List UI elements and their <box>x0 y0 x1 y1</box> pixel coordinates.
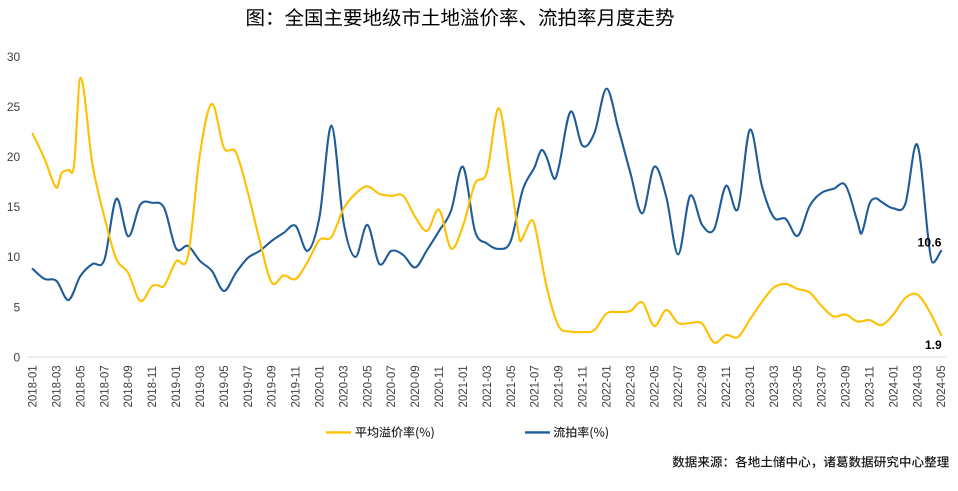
svg-text:2023-05: 2023-05 <box>793 365 805 407</box>
svg-text:20: 20 <box>7 150 21 164</box>
svg-text:2023-01: 2023-01 <box>745 365 757 407</box>
svg-text:2019-03: 2019-03 <box>195 365 207 407</box>
svg-text:2022-05: 2022-05 <box>649 365 661 407</box>
svg-text:15: 15 <box>7 200 21 214</box>
svg-text:2019-09: 2019-09 <box>267 365 279 407</box>
svg-text:2019-05: 2019-05 <box>219 365 231 407</box>
svg-text:10.6: 10.6 <box>918 236 942 250</box>
svg-text:2023-03: 2023-03 <box>769 365 781 407</box>
svg-text:2022-09: 2022-09 <box>697 365 709 407</box>
svg-text:0: 0 <box>14 350 21 364</box>
svg-text:2021-07: 2021-07 <box>530 365 542 407</box>
svg-text:2021-11: 2021-11 <box>578 366 590 407</box>
svg-text:2024-01: 2024-01 <box>888 365 900 407</box>
svg-text:2023-09: 2023-09 <box>841 365 853 407</box>
svg-text:2024-03: 2024-03 <box>912 365 924 407</box>
svg-text:2018-09: 2018-09 <box>123 365 135 407</box>
svg-text:2018-07: 2018-07 <box>99 365 111 407</box>
svg-text:2018-01: 2018-01 <box>28 365 40 407</box>
svg-text:2018-03: 2018-03 <box>52 365 64 407</box>
svg-text:2024-05: 2024-05 <box>936 365 948 407</box>
svg-text:2022-07: 2022-07 <box>673 365 685 407</box>
svg-text:30: 30 <box>7 50 21 64</box>
svg-text:1.9: 1.9 <box>925 338 942 352</box>
svg-text:2019-11: 2019-11 <box>291 366 303 407</box>
svg-text:2021-01: 2021-01 <box>458 365 470 407</box>
svg-text:2020-03: 2020-03 <box>338 365 350 407</box>
svg-text:2021-05: 2021-05 <box>506 365 518 407</box>
svg-text:2023-07: 2023-07 <box>817 365 829 407</box>
svg-text:5: 5 <box>14 300 21 314</box>
svg-text:2021-03: 2021-03 <box>482 365 494 407</box>
svg-text:2023-11: 2023-11 <box>865 366 877 407</box>
svg-text:2019-07: 2019-07 <box>243 365 255 407</box>
svg-text:2022-03: 2022-03 <box>625 365 637 407</box>
svg-text:2020-05: 2020-05 <box>362 365 374 407</box>
svg-text:2018-11: 2018-11 <box>147 366 159 407</box>
svg-text:2020-11: 2020-11 <box>434 366 446 407</box>
svg-text:2020-01: 2020-01 <box>315 365 327 407</box>
svg-text:2019-01: 2019-01 <box>171 365 183 407</box>
svg-text:2022-01: 2022-01 <box>601 365 613 407</box>
svg-text:2021-09: 2021-09 <box>554 365 566 407</box>
svg-text:10: 10 <box>7 250 21 264</box>
svg-text:25: 25 <box>7 100 21 114</box>
svg-text:2018-05: 2018-05 <box>75 365 87 407</box>
svg-text:2020-07: 2020-07 <box>386 365 398 407</box>
svg-text:2022-11: 2022-11 <box>721 366 733 407</box>
svg-text:2020-09: 2020-09 <box>410 365 422 407</box>
